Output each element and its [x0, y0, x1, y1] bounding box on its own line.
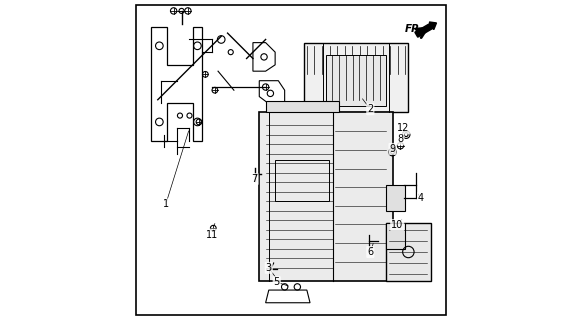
FancyArrow shape	[415, 22, 436, 37]
Text: 2: 2	[367, 104, 374, 114]
Text: 8: 8	[398, 134, 403, 144]
Text: 9: 9	[389, 144, 396, 154]
Text: 12: 12	[398, 123, 410, 133]
Text: 6: 6	[367, 247, 374, 257]
Circle shape	[391, 150, 395, 154]
Text: 10: 10	[391, 220, 403, 230]
Bar	[304, 43, 409, 112]
Text: 7: 7	[251, 174, 258, 184]
Bar	[326, 55, 386, 106]
Text: 3: 3	[266, 263, 272, 273]
Bar	[386, 223, 405, 249]
Text: 11: 11	[205, 229, 218, 240]
Text: 1: 1	[162, 199, 169, 209]
Bar	[386, 185, 405, 211]
Text: 5: 5	[274, 277, 280, 287]
Text: 4: 4	[418, 193, 424, 203]
Bar	[259, 112, 392, 281]
Bar	[386, 223, 431, 281]
Text: FR.: FR.	[405, 24, 425, 34]
Bar	[265, 101, 339, 112]
